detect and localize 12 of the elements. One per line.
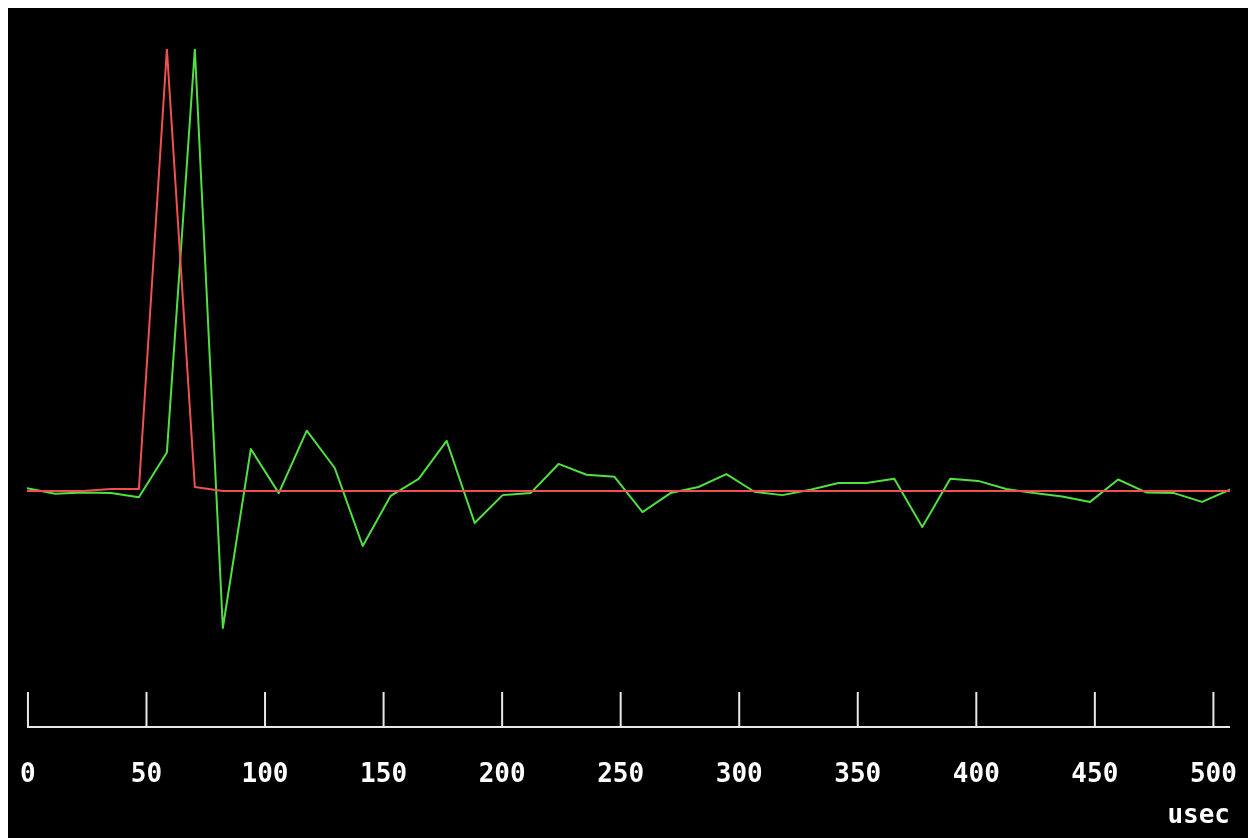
x-tick-label: 250 [597,758,645,788]
x-tick-label: 200 [478,758,526,788]
x-tick-label: 400 [952,758,1000,788]
x-axis-title: usec [1167,799,1230,829]
x-tick-label: 350 [834,758,882,788]
x-tick-label: 300 [715,758,763,788]
x-tick-label: 0 [20,758,36,788]
x-tick-label: 150 [360,758,408,788]
x-tick-label: 500 [1189,758,1237,788]
x-tick-label: 100 [241,758,289,788]
x-tick-label: 450 [1071,758,1119,788]
x-tick-label: 50 [130,758,163,788]
